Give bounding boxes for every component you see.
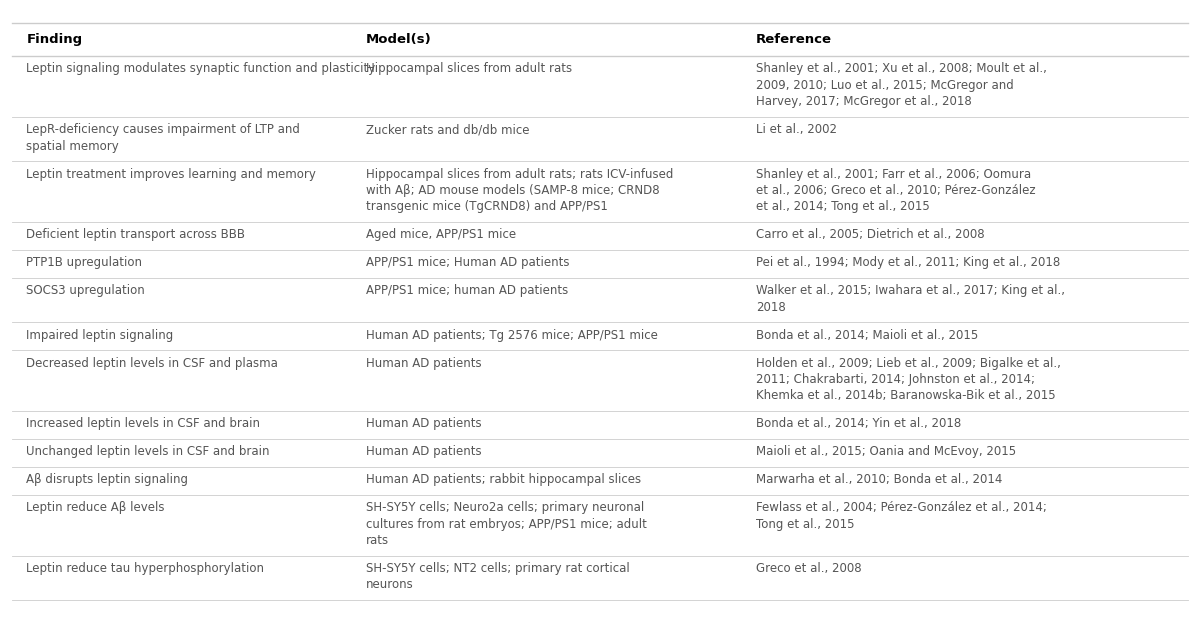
Text: Increased leptin levels in CSF and brain: Increased leptin levels in CSF and brain [26, 417, 260, 430]
Text: Zucker rats and db/db mice: Zucker rats and db/db mice [366, 123, 529, 136]
Text: Human AD patients: Human AD patients [366, 417, 481, 430]
Text: et al., 2006; Greco et al., 2010; Pérez-González: et al., 2006; Greco et al., 2010; Pérez-… [756, 184, 1036, 197]
Text: 2018: 2018 [756, 301, 786, 314]
Text: Maioli et al., 2015; Oania and McEvoy, 2015: Maioli et al., 2015; Oania and McEvoy, 2… [756, 446, 1016, 458]
Text: Holden et al., 2009; Lieb et al., 2009; Bigalke et al.,: Holden et al., 2009; Lieb et al., 2009; … [756, 357, 1061, 370]
Text: 2011; Chakrabarti, 2014; Johnston et al., 2014;: 2011; Chakrabarti, 2014; Johnston et al.… [756, 373, 1034, 386]
Text: Finding: Finding [26, 33, 83, 46]
Text: Human AD patients; Tg 2576 mice; APP/PS1 mice: Human AD patients; Tg 2576 mice; APP/PS1… [366, 329, 658, 341]
Text: Hippocampal slices from adult rats; rats ICV-infused: Hippocampal slices from adult rats; rats… [366, 168, 673, 181]
Text: Marwarha et al., 2010; Bonda et al., 2014: Marwarha et al., 2010; Bonda et al., 201… [756, 473, 1002, 486]
Text: with Aβ; AD mouse models (SAMP-8 mice; CRND8: with Aβ; AD mouse models (SAMP-8 mice; C… [366, 184, 660, 197]
Text: Human AD patients: Human AD patients [366, 446, 481, 458]
Text: Shanley et al., 2001; Xu et al., 2008; Moult et al.,: Shanley et al., 2001; Xu et al., 2008; M… [756, 62, 1046, 75]
Text: Deficient leptin transport across BBB: Deficient leptin transport across BBB [26, 228, 246, 241]
Text: Greco et al., 2008: Greco et al., 2008 [756, 562, 862, 575]
Text: Bonda et al., 2014; Maioli et al., 2015: Bonda et al., 2014; Maioli et al., 2015 [756, 329, 978, 341]
Text: Impaired leptin signaling: Impaired leptin signaling [26, 329, 174, 341]
Text: Khemka et al., 2014b; Baranowska-Bik et al., 2015: Khemka et al., 2014b; Baranowska-Bik et … [756, 390, 1056, 403]
Text: transgenic mice (TgCRND8) and APP/PS1: transgenic mice (TgCRND8) and APP/PS1 [366, 201, 608, 213]
Text: Li et al., 2002: Li et al., 2002 [756, 123, 838, 136]
Text: Aβ disrupts leptin signaling: Aβ disrupts leptin signaling [26, 473, 188, 486]
Text: SOCS3 upregulation: SOCS3 upregulation [26, 284, 145, 297]
Text: neurons: neurons [366, 579, 414, 592]
Text: Human AD patients: Human AD patients [366, 357, 481, 370]
Text: Decreased leptin levels in CSF and plasma: Decreased leptin levels in CSF and plasm… [26, 357, 278, 370]
Text: APP/PS1 mice; Human AD patients: APP/PS1 mice; Human AD patients [366, 257, 570, 269]
Text: Carro et al., 2005; Dietrich et al., 2008: Carro et al., 2005; Dietrich et al., 200… [756, 228, 985, 241]
Text: cultures from rat embryos; APP/PS1 mice; adult: cultures from rat embryos; APP/PS1 mice;… [366, 518, 647, 530]
Text: Hippocampal slices from adult rats: Hippocampal slices from adult rats [366, 62, 572, 75]
Text: Shanley et al., 2001; Farr et al., 2006; Oomura: Shanley et al., 2001; Farr et al., 2006;… [756, 168, 1031, 181]
Text: et al., 2014; Tong et al., 2015: et al., 2014; Tong et al., 2015 [756, 201, 930, 213]
Text: Leptin treatment improves learning and memory: Leptin treatment improves learning and m… [26, 168, 317, 181]
Text: APP/PS1 mice; human AD patients: APP/PS1 mice; human AD patients [366, 284, 569, 297]
Text: 2009, 2010; Luo et al., 2015; McGregor and: 2009, 2010; Luo et al., 2015; McGregor a… [756, 79, 1014, 92]
Text: Leptin reduce Aβ levels: Leptin reduce Aβ levels [26, 502, 164, 514]
Text: Harvey, 2017; McGregor et al., 2018: Harvey, 2017; McGregor et al., 2018 [756, 95, 972, 108]
Text: LepR-deficiency causes impairment of LTP and: LepR-deficiency causes impairment of LTP… [26, 123, 300, 136]
Text: Reference: Reference [756, 33, 832, 46]
Text: Pei et al., 1994; Mody et al., 2011; King et al., 2018: Pei et al., 1994; Mody et al., 2011; Kin… [756, 257, 1061, 269]
Text: Unchanged leptin levels in CSF and brain: Unchanged leptin levels in CSF and brain [26, 446, 270, 458]
Text: Human AD patients; rabbit hippocampal slices: Human AD patients; rabbit hippocampal sl… [366, 473, 641, 486]
Text: Aged mice, APP/PS1 mice: Aged mice, APP/PS1 mice [366, 228, 516, 241]
Text: Fewlass et al., 2004; Pérez-González et al., 2014;: Fewlass et al., 2004; Pérez-González et … [756, 502, 1046, 514]
Text: Leptin reduce tau hyperphosphorylation: Leptin reduce tau hyperphosphorylation [26, 562, 264, 575]
Text: PTP1B upregulation: PTP1B upregulation [26, 257, 143, 269]
Text: SH-SY5Y cells; Neuro2a cells; primary neuronal: SH-SY5Y cells; Neuro2a cells; primary ne… [366, 502, 644, 514]
Text: rats: rats [366, 534, 389, 547]
Text: Walker et al., 2015; Iwahara et al., 2017; King et al.,: Walker et al., 2015; Iwahara et al., 201… [756, 284, 1066, 297]
Text: SH-SY5Y cells; NT2 cells; primary rat cortical: SH-SY5Y cells; NT2 cells; primary rat co… [366, 562, 630, 575]
Text: spatial memory: spatial memory [26, 140, 119, 152]
Text: Model(s): Model(s) [366, 33, 432, 46]
Text: Bonda et al., 2014; Yin et al., 2018: Bonda et al., 2014; Yin et al., 2018 [756, 417, 961, 430]
Text: Tong et al., 2015: Tong et al., 2015 [756, 518, 854, 530]
Text: Leptin signaling modulates synaptic function and plasticity: Leptin signaling modulates synaptic func… [26, 62, 376, 75]
